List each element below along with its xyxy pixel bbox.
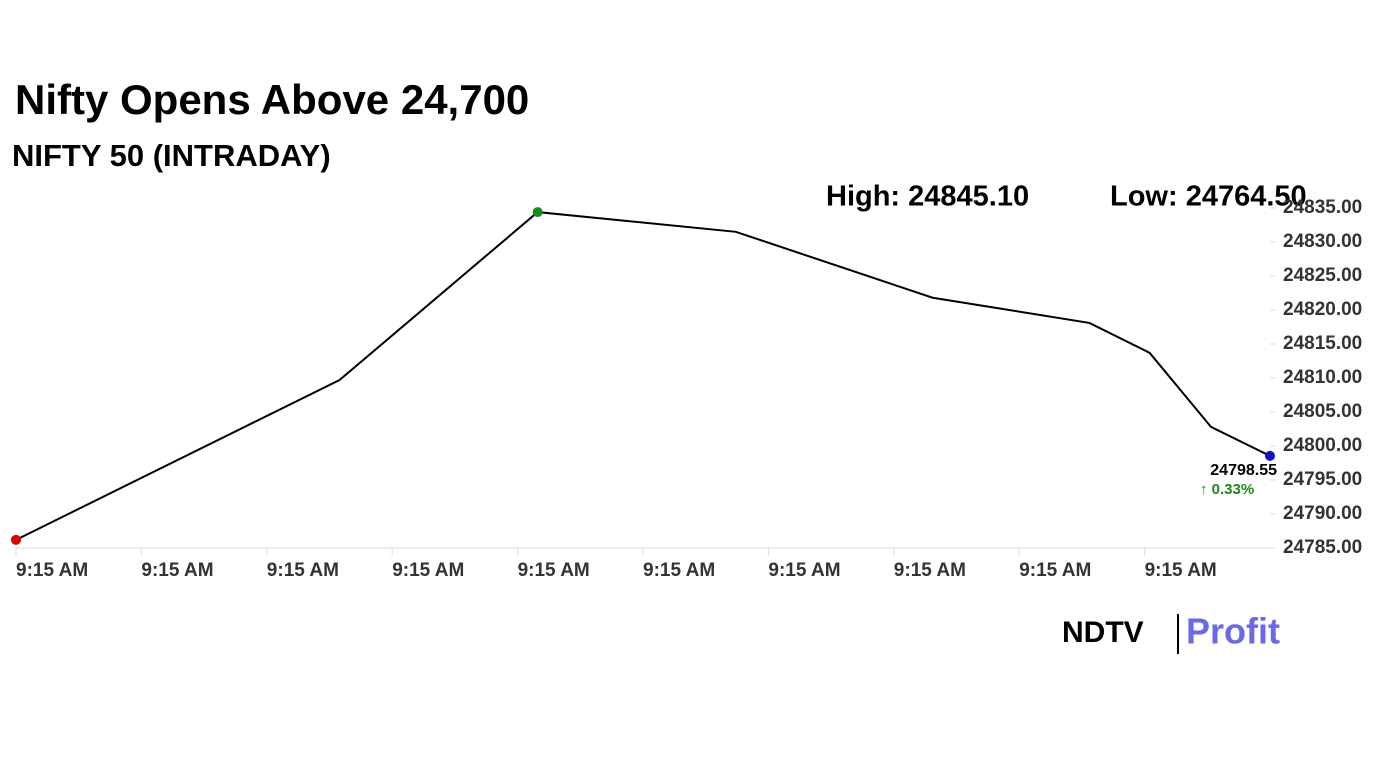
chart-subtitle: NIFTY 50 (INTRADAY) [12, 138, 331, 173]
y-tick-label: 24795.00 [1283, 469, 1362, 490]
y-tick-label: 24810.00 [1283, 367, 1362, 388]
point-marker [11, 534, 21, 545]
chart-title: Nifty Opens Above 24,700 [15, 76, 529, 123]
x-tick-label: 9:15 AM [894, 560, 966, 581]
y-tick-label: 24835.00 [1283, 197, 1362, 218]
x-tick-label: 9:15 AM [16, 560, 88, 581]
high-annotation: High: 24845.10 [826, 181, 1029, 213]
brand-ndtv: NDTV [1062, 616, 1144, 649]
brand-profit: Profit [1186, 611, 1280, 652]
y-tick-label: 24825.00 [1283, 265, 1362, 286]
low-annotation: Low: 24764.50 [1110, 181, 1307, 213]
y-tick-label: 24785.00 [1283, 537, 1362, 558]
x-tick-label: 9:15 AM [141, 560, 213, 581]
y-tick-label: 24830.00 [1283, 231, 1362, 252]
x-tick-label: 9:15 AM [643, 560, 715, 581]
y-tick-label: 24815.00 [1283, 333, 1362, 354]
x-tick-label: 9:15 AM [768, 560, 840, 581]
x-tick-label: 9:15 AM [1019, 560, 1091, 581]
x-tick-label: 9:15 AM [392, 560, 464, 581]
last-value-label: 24798.55 [1210, 462, 1277, 479]
y-tick-label: 24805.00 [1283, 401, 1362, 422]
x-tick-label: 9:15 AM [267, 560, 339, 581]
point-marker [1265, 450, 1275, 461]
change-annotation: ↑ 0.33% [1200, 481, 1254, 498]
x-tick-label: 9:15 AM [518, 560, 590, 581]
y-tick-label: 24820.00 [1283, 299, 1362, 320]
y-tick-label: 24790.00 [1283, 503, 1362, 524]
y-tick-label: 24800.00 [1283, 435, 1362, 456]
point-marker [532, 207, 543, 218]
line [15, 211, 1271, 541]
x-tick-label: 9:15 AM [1145, 560, 1217, 581]
